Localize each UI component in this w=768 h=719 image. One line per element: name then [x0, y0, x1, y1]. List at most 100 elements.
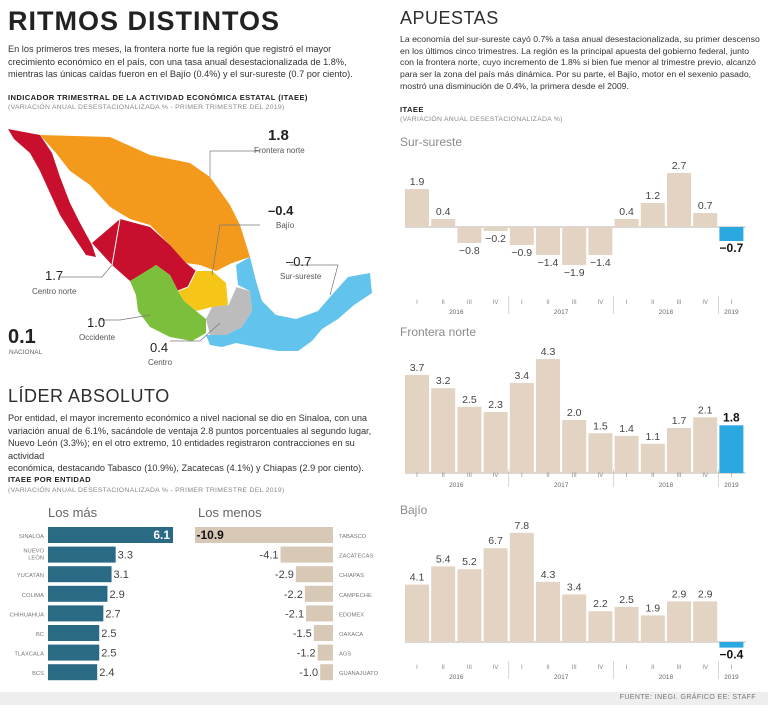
data-label: -1.5	[293, 628, 312, 640]
apuestas-line: La economía del sur-sureste cayó 0.7% a …	[400, 34, 760, 44]
bar-frontera-norte-0	[405, 374, 429, 473]
map-name-nacional: NACIONAL	[9, 349, 43, 356]
bar-baj-o-6	[562, 594, 587, 642]
bar-mas-3	[48, 585, 108, 602]
quarter-label: II	[442, 473, 446, 479]
year-label: 2017	[554, 309, 569, 316]
map-name-frontera: Frontera norte	[254, 146, 305, 155]
quarter-label: I	[521, 665, 523, 671]
data-label: 1.2	[645, 190, 660, 202]
quarter-label: III	[572, 665, 577, 671]
category-label: EDOMEX	[339, 612, 364, 618]
bar-frontera-norte-8	[614, 435, 639, 473]
bar-baj-o-0	[405, 584, 429, 642]
ritmos-line: crecimiento económico en el país, con un…	[8, 56, 347, 67]
quarter-label: II	[546, 665, 550, 671]
category-label: AGS	[339, 652, 351, 658]
bar-sur-sureste-1	[431, 219, 456, 227]
bar-sur-sureste-2	[457, 227, 482, 243]
leader-sur	[290, 264, 339, 296]
year-label: 2017	[554, 482, 569, 489]
los-menos-chart: -10.9 TABASCO -4.1 ZACATECAS -2.9 CHIAPAS -2.2…	[195, 527, 379, 681]
bar-menos-7	[320, 664, 333, 681]
quarter-label: I	[521, 300, 523, 306]
quarter-label: I	[626, 473, 628, 479]
ritmos-note: (VARIACIÓN ANUAL DESESTACIONALIZADA % - …	[8, 104, 285, 111]
bar-menos-0	[195, 527, 333, 543]
map-name-occidente: Occidente	[79, 333, 116, 342]
panel-title-frontera: Frontera norte	[400, 325, 477, 339]
quarter-label: IV	[702, 473, 708, 479]
quarter-label: IV	[702, 665, 708, 671]
lider-line: Nuevo León (3.3%); en el otro extremo, 1…	[8, 438, 355, 461]
ritmos-line: mientras las únicas caídas fueron en el …	[8, 69, 353, 79]
category-label: TLAXCALA	[14, 652, 44, 658]
year-label: 2016	[449, 309, 464, 316]
map-value-sur: –0.7	[286, 254, 312, 269]
bar-menos-5	[313, 625, 333, 641]
bar-menos-2	[295, 566, 333, 583]
data-label: 3.1	[114, 569, 129, 581]
year-label: 2019	[724, 309, 739, 316]
bar-mas-5	[48, 625, 100, 641]
los-mas-title: Los más	[48, 505, 98, 520]
quarter-label: III	[467, 300, 472, 306]
bar-frontera-norte-11	[693, 417, 718, 473]
quarter-label: III	[676, 665, 681, 671]
bar-menos-3	[304, 585, 333, 602]
map-centro-norte	[92, 219, 196, 291]
lider-line: Por entidad, el mayor incremento económi…	[8, 413, 368, 423]
bar-frontera-norte-4	[509, 382, 534, 473]
map-name-centro: Centro	[148, 358, 173, 367]
lider-itaee-label: ITAEE POR ENTIDAD	[8, 475, 92, 484]
bar-sur-sureste-3	[483, 227, 508, 231]
lider-note: (VARIACIÓN ANUAL DESESTACIONALIZADA % - …	[8, 487, 285, 494]
data-label: −0.8	[459, 245, 480, 257]
apuestas-title: APUESTAS	[400, 8, 499, 28]
data-label: 2.7	[105, 608, 120, 620]
data-label: 3.4	[567, 581, 582, 593]
chart-frontera-norte: 3.7I3.2II2.5III2.3IV3.4I4.3II2.0III1.5IV…	[405, 346, 746, 489]
data-label: -1.0	[299, 667, 318, 679]
bar-frontera-norte-6	[562, 420, 587, 473]
bar-frontera-norte-1	[431, 388, 456, 473]
map-name-centronorte: Centro norte	[32, 287, 77, 296]
lider-paragraph: Por entidad, el mayor incremento económi…	[8, 412, 390, 475]
year-label: 2018	[659, 309, 674, 316]
data-label: 2.0	[567, 407, 582, 419]
bar-frontera-norte-9	[640, 443, 665, 473]
apuestas-paragraph: La economía del sur-sureste cayó 0.7% a …	[400, 34, 762, 93]
ritmos-line: En los primeros tres meses, la frontera …	[8, 44, 332, 54]
chart-sur-sureste: 1.9I0.4II−0.8III−0.2IV−0.9I−1.4II−1.9III…	[405, 160, 746, 316]
leader-centro	[170, 322, 221, 342]
category-label: CHIHUAHUA	[10, 612, 45, 618]
bar-mas-2	[48, 566, 112, 583]
bar-mas-6	[48, 644, 100, 661]
year-label: 2018	[659, 482, 674, 489]
data-label: 0.4	[619, 206, 634, 218]
apuestas-line: con la frontera norte, cuyo incremento d…	[400, 57, 756, 68]
data-label: 2.1	[698, 404, 713, 416]
bar-frontera-norte-10	[667, 427, 691, 473]
panel-title-sur: Sur-sureste	[400, 135, 463, 149]
quarter-label: IV	[702, 300, 708, 306]
quarter-label: II	[546, 300, 550, 306]
quarter-label: IV	[493, 300, 499, 306]
data-label: 6.1	[153, 528, 170, 542]
map-frontera-norte	[40, 135, 250, 271]
map-name-bajio: Bajío	[276, 221, 295, 230]
bar-frontera-norte-2	[457, 406, 482, 473]
data-label: 0.4	[436, 206, 451, 218]
data-label: 2.9	[109, 589, 124, 601]
data-label: 2.9	[672, 588, 687, 600]
bar-baj-o-7	[588, 611, 613, 642]
category-label: LEÓN	[28, 555, 44, 562]
bar-sur-sureste-7	[588, 227, 613, 255]
quarter-label: III	[572, 300, 577, 306]
map-occidente	[130, 265, 206, 341]
quarter-label: IV	[598, 665, 604, 671]
year-label: 2019	[724, 674, 739, 681]
data-label: -1.2	[297, 648, 316, 660]
bar-baj-o-2	[457, 569, 482, 642]
